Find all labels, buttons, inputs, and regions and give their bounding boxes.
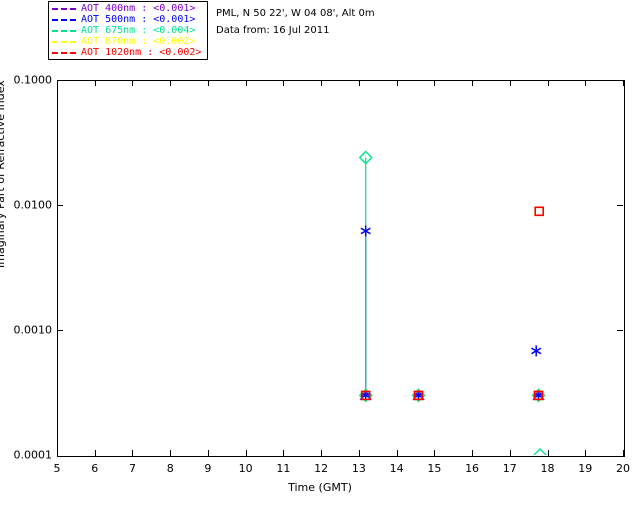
y-tick <box>57 330 63 331</box>
x-tick <box>397 450 398 456</box>
legend-line-swatch <box>52 7 76 10</box>
y-tick-label: 0.1000 <box>13 73 53 87</box>
x-tick-label: 10 <box>238 462 253 475</box>
data-point-marker <box>533 390 544 401</box>
legend-line-swatch <box>52 40 76 43</box>
x-tick <box>321 80 322 86</box>
x-tick-label: 19 <box>578 462 593 475</box>
x-tick-label: 18 <box>540 462 555 475</box>
x-tick <box>283 80 284 86</box>
x-tick <box>623 80 624 86</box>
y-tick-label: 0.0100 <box>13 198 53 212</box>
header-location: PML, N 50 22', W 04 08', Alt 0m <box>216 8 375 19</box>
y-tick-label: 0.0010 <box>13 323 53 337</box>
chart-legend: AOT 400nm : <0.001> AOT 500nm : <0.001> AO… <box>48 1 208 60</box>
x-tick <box>170 80 171 86</box>
x-tick <box>283 450 284 456</box>
x-tick-label: 16 <box>465 462 480 475</box>
x-tick-label: 5 <box>53 462 61 475</box>
x-tick-label: 9 <box>204 462 212 475</box>
x-tick-label: 8 <box>166 462 174 475</box>
data-layer <box>57 80 623 455</box>
data-point-marker <box>360 390 371 401</box>
x-tick <box>95 450 96 456</box>
legend-label: AOT 400nm : <0.001> <box>81 3 196 14</box>
legend-line-swatch <box>52 51 76 54</box>
x-tick <box>623 450 624 456</box>
data-point-marker <box>358 150 373 165</box>
y-axis-title: Imaginary Part of Refractive Index <box>0 80 7 268</box>
x-axis-title: Time (GMT) <box>288 481 352 494</box>
x-tick <box>434 450 435 456</box>
x-tick-label: 12 <box>314 462 329 475</box>
x-tick <box>548 450 549 456</box>
data-point-marker <box>360 225 371 237</box>
chart-header: PML, N 50 22', W 04 08', Alt 0m Data fro… <box>216 5 375 39</box>
legend-line-swatch <box>52 18 76 21</box>
x-tick <box>95 80 96 86</box>
x-tick <box>208 450 209 456</box>
data-point-marker <box>533 448 547 455</box>
data-point-marker <box>534 206 545 217</box>
y-tick <box>57 205 63 206</box>
legend-item: AOT 675nm : <0.004> <box>52 25 205 36</box>
x-tick <box>359 80 360 86</box>
x-tick-label: 17 <box>502 462 517 475</box>
x-tick <box>246 80 247 86</box>
legend-label: AOT 675nm : <0.004> <box>81 25 196 36</box>
legend-line-swatch <box>52 29 76 32</box>
x-tick <box>132 450 133 456</box>
x-tick <box>57 450 58 456</box>
x-tick <box>548 80 549 86</box>
x-tick <box>510 80 511 86</box>
plot-frame <box>57 80 625 457</box>
legend-item: AOT 870nm : <0.002> <box>52 36 205 47</box>
legend-item: AOT 500nm : <0.001> <box>52 14 205 25</box>
data-point-marker <box>534 206 545 217</box>
x-tick-label: 13 <box>351 462 366 475</box>
x-tick <box>208 80 209 86</box>
y-tick <box>617 330 623 331</box>
x-tick <box>397 80 398 86</box>
legend-item: AOT 1020nm : <0.002> <box>52 47 205 58</box>
legend-item: AOT 400nm : <0.001> <box>52 3 205 14</box>
header-date: Data from: 16 Jul 2011 <box>216 25 330 36</box>
legend-label: AOT 870nm : <0.002> <box>81 36 196 47</box>
x-tick <box>472 450 473 456</box>
y-tick <box>617 205 623 206</box>
x-tick <box>132 80 133 86</box>
x-tick <box>359 450 360 456</box>
x-tick <box>321 450 322 456</box>
x-tick-label: 11 <box>276 462 291 475</box>
x-tick <box>510 450 511 456</box>
data-point-marker <box>413 390 424 401</box>
x-tick-label: 15 <box>427 462 442 475</box>
x-tick-label: 7 <box>128 462 136 475</box>
x-tick-label: 20 <box>616 462 630 475</box>
legend-label: AOT 1020nm : <0.002> <box>81 47 202 58</box>
plot-area <box>57 80 624 456</box>
x-tick <box>585 80 586 86</box>
x-tick-label: 14 <box>389 462 404 475</box>
x-tick-label: 6 <box>91 462 99 475</box>
x-tick <box>57 80 58 86</box>
x-tick <box>585 450 586 456</box>
x-tick <box>246 450 247 456</box>
x-tick <box>434 80 435 86</box>
legend-label: AOT 500nm : <0.001> <box>81 14 196 25</box>
x-tick <box>170 450 171 456</box>
data-point-marker <box>531 345 542 357</box>
x-tick <box>472 80 473 86</box>
y-tick-label: 0.0001 <box>13 448 53 462</box>
